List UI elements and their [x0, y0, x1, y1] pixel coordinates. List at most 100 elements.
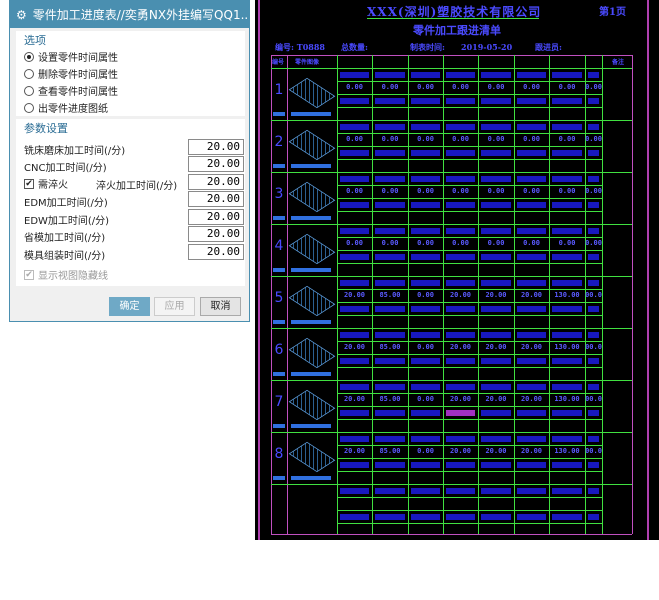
cell-label-text — [481, 488, 511, 494]
checkbox-checked-icon[interactable]: ✔ — [24, 178, 34, 189]
cell-label-text — [340, 228, 369, 234]
cell-label-text — [517, 124, 546, 130]
made-time-label: 制表时间: — [410, 42, 445, 52]
cell-label-text — [552, 306, 582, 312]
radio-button[interactable] — [24, 68, 34, 79]
part-tag — [273, 424, 285, 428]
cell-label-text — [552, 384, 582, 390]
checkbox-checked-icon[interactable]: ✔ — [24, 269, 34, 280]
part-tag — [273, 216, 285, 220]
cell-time-value: 0.00 — [487, 83, 505, 91]
gear-icon[interactable]: ⚙ — [16, 7, 27, 22]
table-border-top — [271, 55, 632, 56]
cell-time-value: 0.00 — [417, 239, 434, 247]
mill-time-input[interactable]: 20.00 — [188, 139, 244, 155]
cell-time-value: 0.00 — [417, 187, 434, 195]
cell-label-text — [375, 202, 405, 208]
cell-label-text — [481, 306, 511, 312]
cell-label-text — [517, 488, 546, 494]
grid-column-line — [549, 55, 550, 534]
ok-button[interactable]: 确定 — [109, 297, 150, 316]
cell-label-text — [552, 254, 582, 260]
grid-column-line — [478, 55, 479, 534]
quench-checkbox[interactable]: ✔ 需淬火 — [24, 176, 68, 191]
grid-block-line — [271, 224, 632, 225]
part-tag — [291, 216, 331, 220]
quench-label: 需淬火 — [38, 180, 68, 191]
part-tag — [291, 424, 331, 428]
quench-time-input[interactable]: 20.00 — [188, 174, 244, 190]
radio-button[interactable] — [24, 51, 34, 62]
assembly-time-input[interactable]: 20.00 — [188, 244, 244, 260]
radio-button[interactable] — [24, 85, 34, 96]
dialog-title-bar[interactable]: ⚙ 零件加工进度表//奕勇NX外挂编写QQ1... ✕ — [10, 1, 249, 28]
option-set-time[interactable]: 设置零件时间属性 — [24, 49, 118, 64]
part-thumbnail-image — [288, 441, 336, 473]
cell-label-text — [552, 176, 582, 182]
cancel-button[interactable]: 取消 — [200, 297, 241, 316]
cell-time-value: 0.00 — [452, 239, 469, 247]
option-delete-time[interactable]: 删除零件时间属性 — [24, 66, 118, 81]
cell-label-text — [375, 462, 405, 468]
cell-time-value: 0.00 — [452, 135, 469, 143]
cell-time-value: 0.00 — [585, 83, 602, 91]
grid-subrow-line — [337, 419, 602, 420]
cell-label-text — [481, 358, 511, 364]
cell-time-value: 0.00 — [346, 135, 363, 143]
part-thumbnail-image — [288, 77, 336, 109]
cell-label-text — [552, 410, 582, 416]
part-thumbnail-image — [288, 129, 336, 161]
cell-time-value: 20.00 — [449, 447, 472, 455]
cell-time-value: 0.00 — [487, 239, 505, 247]
cell-time-value: 20.00 — [485, 291, 507, 299]
option-view-time[interactable]: 查看零件时间属性 — [24, 83, 118, 98]
cell-label-text — [517, 332, 546, 338]
follower-label: 跟进员: — [535, 42, 562, 52]
cnc-time-input[interactable]: 20.00 — [188, 156, 244, 172]
cell-time-value: 20.00 — [520, 343, 543, 351]
apply-button[interactable]: 应用 — [154, 297, 195, 316]
part-thumbnail-image — [288, 389, 336, 421]
cell-label-text — [517, 98, 546, 104]
header-no: 编号 — [272, 59, 285, 66]
grid-subrow-line — [337, 497, 602, 498]
grid-block-line — [271, 120, 632, 121]
grid-subrow-line — [337, 315, 602, 316]
cell-label-text — [340, 280, 369, 286]
radio-button[interactable] — [24, 102, 34, 113]
cell-label-text — [481, 124, 511, 130]
grid-subrow-line — [337, 289, 602, 290]
cell-label-text — [588, 306, 599, 312]
part-tag — [273, 268, 285, 272]
cell-label-text — [375, 436, 405, 442]
cell-time-value: 20.00 — [343, 395, 366, 403]
cell-label-text — [340, 202, 369, 208]
company-title: XXX(深圳)塑胶技术有限公司 — [367, 5, 542, 19]
edm-time-input[interactable]: 20.00 — [188, 191, 244, 207]
cad-drawing-viewport[interactable]: XXX(深圳)塑胶技术有限公司 第1页 零件加工跟进清单 编号: T0888 总… — [255, 0, 659, 540]
cell-label-text — [588, 150, 599, 156]
cell-time-value: 0.00 — [417, 343, 434, 351]
edw-time-input[interactable]: 20.00 — [188, 209, 244, 225]
grid-subrow-line — [337, 250, 602, 251]
assembly-time-label: 模具组装时间(/分) — [24, 251, 106, 262]
show-hidden-lines-label: 显示视图隐藏线 — [38, 271, 108, 282]
cell-label-text — [340, 384, 369, 390]
cell-label-text — [481, 202, 511, 208]
grid-subrow-line — [337, 107, 602, 108]
header-image: 零件图像 — [295, 59, 320, 66]
cell-time-value: 00.0 — [585, 395, 602, 403]
polish-time-input[interactable]: 20.00 — [188, 226, 244, 242]
cnc-time-label: CNC加工时间(/分) — [24, 163, 107, 174]
option-label: 出零件进度图纸 — [38, 104, 108, 115]
option-output-drawing[interactable]: 出零件进度图纸 — [24, 100, 108, 115]
cell-time-value: 0.00 — [346, 187, 363, 195]
show-hidden-lines-checkbox[interactable]: ✔ 显示视图隐藏线 — [24, 267, 108, 282]
cell-label-text — [411, 124, 440, 130]
cell-time-value: 00.0 — [585, 291, 602, 299]
cell-label-text — [481, 514, 511, 520]
part-tag — [273, 320, 285, 324]
cell-time-value: 0.00 — [452, 187, 469, 195]
cell-label-text — [411, 228, 440, 234]
cell-label-text — [375, 384, 405, 390]
